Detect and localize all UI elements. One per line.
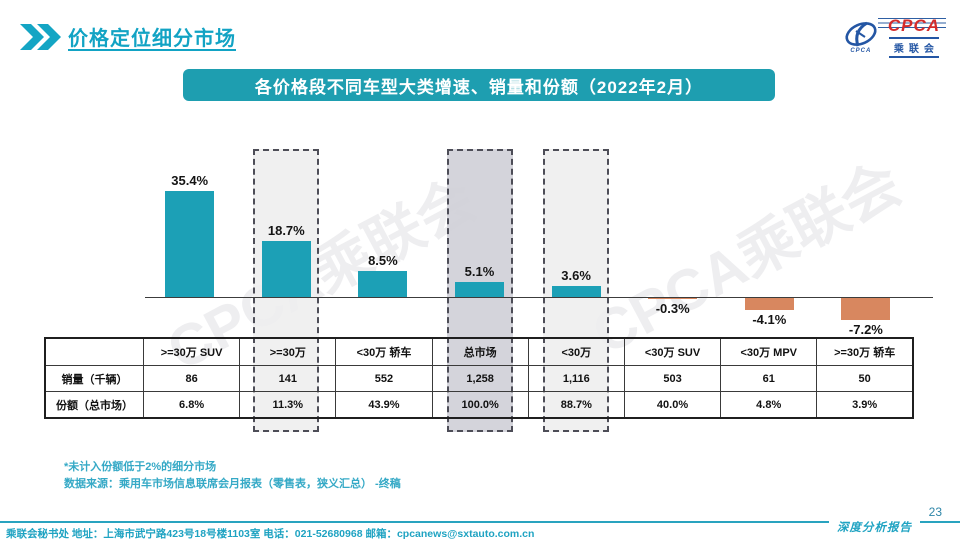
table-cell: 11.3% [239, 391, 337, 419]
table-cell: 141 [239, 365, 337, 392]
table-cell: 40.0% [623, 391, 722, 419]
growth-bar-label-<30万 SUV: -0.3% [655, 301, 690, 316]
table-header-row: >=30万 SUV >=30万 <30万 轿车 总市场 <30万 <30万 SUV <30万… [44, 337, 914, 366]
growth-bar-label-<30万 MPV: -4.1% [752, 312, 787, 327]
growth-bar-label->=30万 轿车: -7.2% [848, 322, 883, 337]
growth-bar-label-<30万 轿车: 8.5% [368, 253, 398, 268]
growth-bar-label->=30万 SUV: 35.4% [171, 173, 209, 188]
table-cell: 43.9% [335, 391, 433, 419]
table-cell: 3.9% [816, 391, 914, 419]
chart-title-banner: 各价格段不同车型大类增速、销量和份额（2022年2月） [183, 69, 775, 101]
table-cell: 1,116 [527, 365, 625, 392]
slide-header: 价格定位细分市场 [20, 22, 236, 51]
table-cell: 86 [142, 365, 241, 392]
table-column-header: <30万 MPV [720, 337, 818, 366]
growth-bar-label-总市场: 5.1% [464, 264, 495, 279]
growth-bar->=30万 SUV [165, 191, 215, 297]
table-cell: 50 [816, 365, 914, 392]
table-row-label: 份额（总市场） [44, 391, 144, 419]
table-cell: 1,258 [431, 365, 529, 392]
growth-bar-总市场 [455, 282, 504, 297]
table-corner-cell [44, 337, 144, 366]
footnote-2: 数据来源：乘用车市场信息联席会月报表（零售表，狭义汇总） -终稿 [64, 478, 401, 491]
logo-wordmark: CPCA 乘联会 [877, 16, 947, 58]
cpca-logo: CPCA CPCA 乘联会 [842, 16, 947, 58]
growth-bar->=30万 [261, 241, 311, 297]
growth-bar-label-<30万: 3.6% [561, 268, 591, 283]
growth-bar-label->=30万: 18.7% [267, 223, 305, 238]
table-row: 销量（千辆） 86 141 552 1,258 1,116 503 61 50 [44, 365, 914, 392]
table-column-header: <30万 轿车 [335, 337, 433, 366]
chart-title: 各价格段不同车型大类增速、销量和份额（2022年2月） [254, 77, 704, 97]
table-cell: 6.8% [142, 391, 241, 419]
table-column-header: 总市场 [431, 337, 529, 366]
footnote-1: *未计入份额低于2%的细分市场 [64, 461, 217, 473]
page-number: 23 [928, 505, 942, 519]
table-column-header: >=30万 SUV [142, 337, 241, 366]
growth-bar-<30万 [551, 286, 601, 297]
double-chevron-icon [20, 23, 61, 50]
report-label: 深度分析报告 [829, 519, 920, 535]
table-cell: 503 [623, 365, 722, 392]
growth-bar-<30万 MPV [744, 298, 794, 310]
footer-contact: 乘联会秘书处 地址：上海市武宁路423号18号楼1103室 电话：021-526… [6, 528, 535, 540]
table-cell: 4.8% [720, 391, 818, 419]
logo-cn-text: 乘联会 [888, 37, 939, 58]
table-cell: 88.7% [527, 391, 625, 419]
table-column-header: >=30万 轿车 [816, 337, 914, 366]
table-cell: 100.0% [431, 391, 529, 419]
footnotes: *未计入份额低于2%的细分市场 数据来源：乘用车市场信息联席会月报表（零售表，狭… [64, 459, 401, 493]
data-table: >=30万 SUV >=30万 <30万 轿车 总市场 <30万 <30万 SUV <30万… [44, 337, 914, 419]
cpca-emblem-icon: CPCA [842, 21, 880, 54]
emblem-text: CPCA [850, 47, 872, 54]
growth-bar-<30万 SUV [648, 298, 698, 299]
page-title: 价格定位细分市场 [68, 28, 236, 50]
table-column-header: <30万 SUV [623, 337, 722, 366]
table-column-header: <30万 [527, 337, 625, 366]
table-cell: 552 [335, 365, 433, 392]
growth-bar->=30万 轿车 [841, 298, 891, 320]
table-column-header: >=30万 [239, 337, 337, 366]
x-axis-line [145, 296, 933, 298]
footer-divider [0, 521, 960, 523]
table-row: 份额（总市场） 6.8% 11.3% 43.9% 100.0% 88.7% 40.0% 4.8… [44, 391, 914, 419]
table-cell: 61 [720, 365, 818, 392]
table-row-label: 销量（千辆） [44, 365, 144, 392]
growth-bar-<30万 轿车 [358, 271, 408, 297]
logo-cpca-text: CPCA [877, 16, 947, 36]
